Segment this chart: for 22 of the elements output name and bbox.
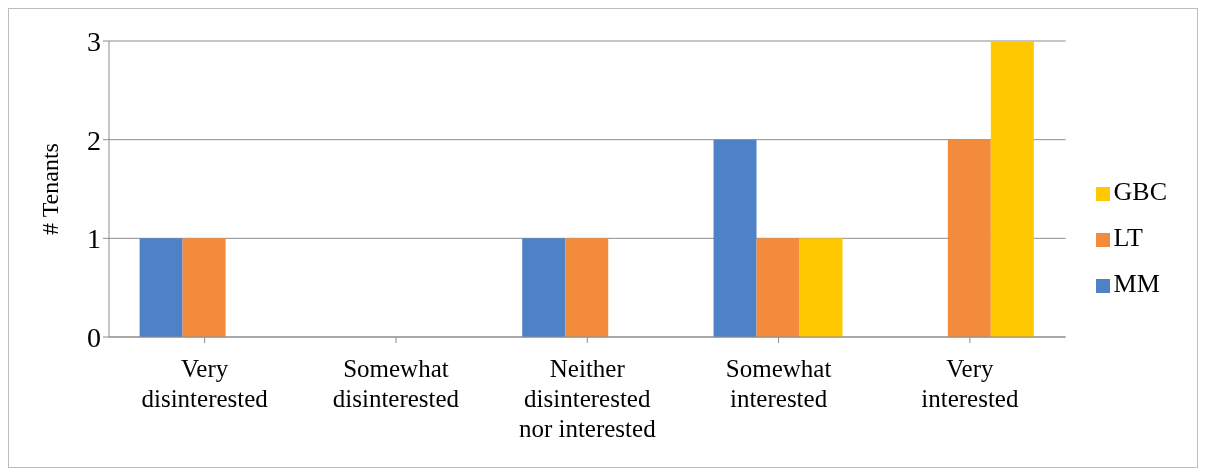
bar [990, 41, 1034, 337]
bar [522, 238, 566, 337]
bar [182, 238, 226, 337]
legend-label: GBC [1113, 177, 1167, 206]
x-tick-label: Very interested [921, 355, 1019, 412]
y-axis-title: # Tenants [36, 143, 63, 235]
y-tick-label: 1 [87, 223, 101, 255]
bar [713, 139, 757, 337]
y-tick-label: 0 [87, 321, 101, 353]
legend-label: MM [1113, 269, 1160, 298]
y-tick-label: 3 [87, 25, 101, 57]
bar [565, 238, 609, 337]
legend-label: LT [1113, 223, 1143, 252]
x-tick-label: Somewhat disinterested [332, 355, 460, 412]
bar [947, 139, 991, 337]
bar [756, 238, 800, 337]
bar [799, 238, 843, 337]
bar [139, 238, 183, 337]
y-tick-label: 2 [87, 124, 101, 156]
x-tick-label: Neither disinterested nor interested [518, 355, 657, 442]
x-tick-label: Somewhat interested [725, 355, 832, 412]
x-tick-label: Very disinterested [141, 355, 269, 412]
